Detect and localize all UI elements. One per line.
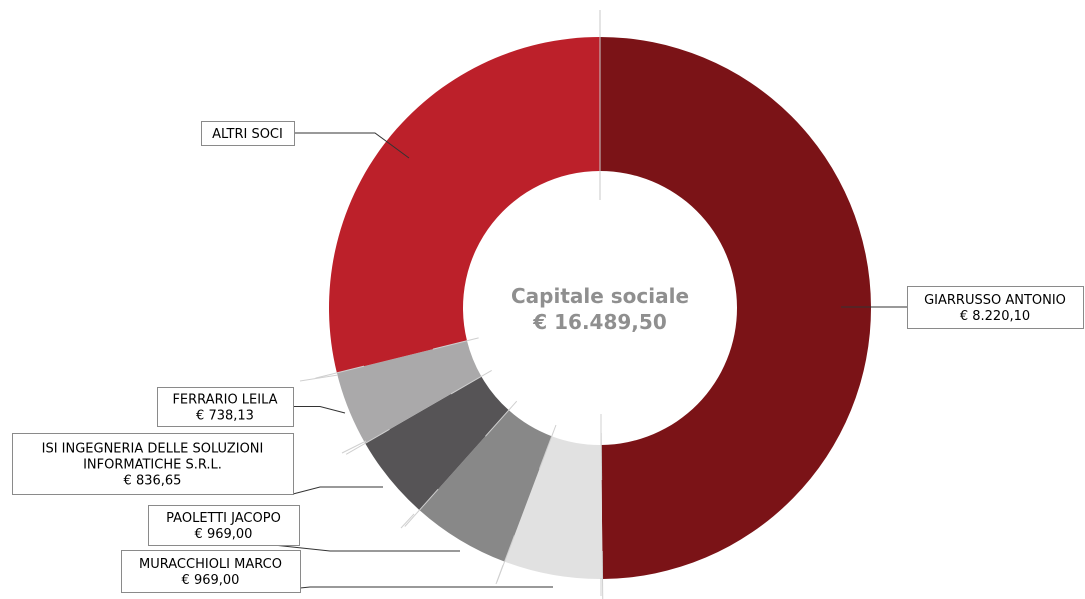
label-leader-line (260, 586, 553, 593)
slice-value-label: € 738,13 (196, 409, 254, 424)
slice-label-box (907, 286, 1084, 329)
guide-tick (495, 564, 504, 585)
label-leader-line (273, 544, 460, 552)
donut-slice (504, 436, 603, 579)
slice-value-label: € 8.220,10 (960, 309, 1030, 324)
slice-label-box (157, 387, 294, 427)
slice-labels: GIARRUSSO ANTONIO€ 8.220,10 MURACCHIOLI M… (12, 121, 1084, 593)
label-leader-line (294, 132, 410, 159)
slice-label-box (121, 550, 301, 593)
center-value: € 16.489,50 (532, 310, 667, 334)
slice-divider-tick (432, 337, 479, 350)
guide-tick (400, 513, 415, 529)
donut-slice (328, 37, 600, 373)
slice-divider-tick (404, 488, 439, 527)
guide-tick (341, 440, 367, 454)
slice-name-label: GIARRUSSO ANTONIO (924, 293, 1066, 308)
slice-value-label: € 969,00 (195, 527, 253, 542)
slice-divider-tick (315, 365, 365, 379)
donut-slice (336, 340, 482, 444)
slice-value-label: € 836,65 (124, 474, 182, 489)
donut-slices (328, 37, 872, 579)
label-leader-line (292, 486, 383, 495)
center-title: Capitale sociale (511, 284, 689, 308)
slice-name-label: ISI INGEGNERIA DELLE SOLUZIONI (42, 442, 264, 457)
slice-divider-ticks (299, 10, 604, 599)
slice-label-box (12, 433, 294, 495)
donut-slice (365, 376, 509, 511)
slice-name-label: PAOLETTI JACOPO (166, 511, 281, 526)
slice-divider-tick (485, 400, 518, 437)
slice-name-label: MURACCHIOLI MARCO (139, 557, 282, 572)
slice-name-label: FERRARIO LEILA (172, 393, 277, 408)
slice-label-box (201, 121, 295, 146)
slice-divider-tick (450, 369, 492, 395)
slice-name-label: INFORMATICHE S.R.L. (83, 458, 222, 473)
slice-divider-tick (538, 424, 557, 470)
guide-tick (299, 374, 339, 382)
slice-divider-tick (345, 428, 390, 455)
slice-label-box (148, 505, 300, 546)
slice-name-label: ALTRI SOCI (212, 127, 283, 142)
label-leader-line (293, 406, 346, 414)
slice-value-label: € 969,00 (182, 573, 240, 588)
donut-slice (600, 37, 872, 579)
donut-slice (419, 410, 552, 562)
